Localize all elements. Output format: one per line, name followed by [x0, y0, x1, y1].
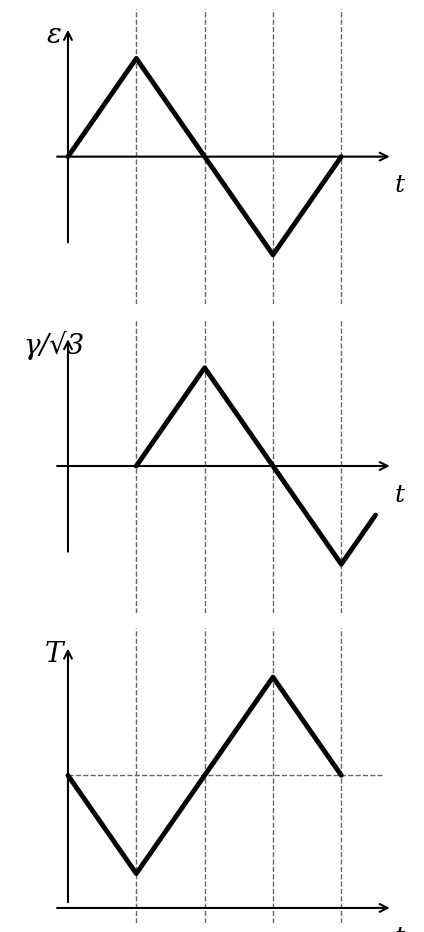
Text: t: t — [395, 925, 404, 932]
Text: t: t — [395, 174, 404, 198]
Text: T: T — [45, 641, 64, 668]
Text: ε: ε — [47, 22, 62, 49]
Text: γ/√3: γ/√3 — [24, 331, 85, 360]
Text: t: t — [395, 484, 404, 507]
